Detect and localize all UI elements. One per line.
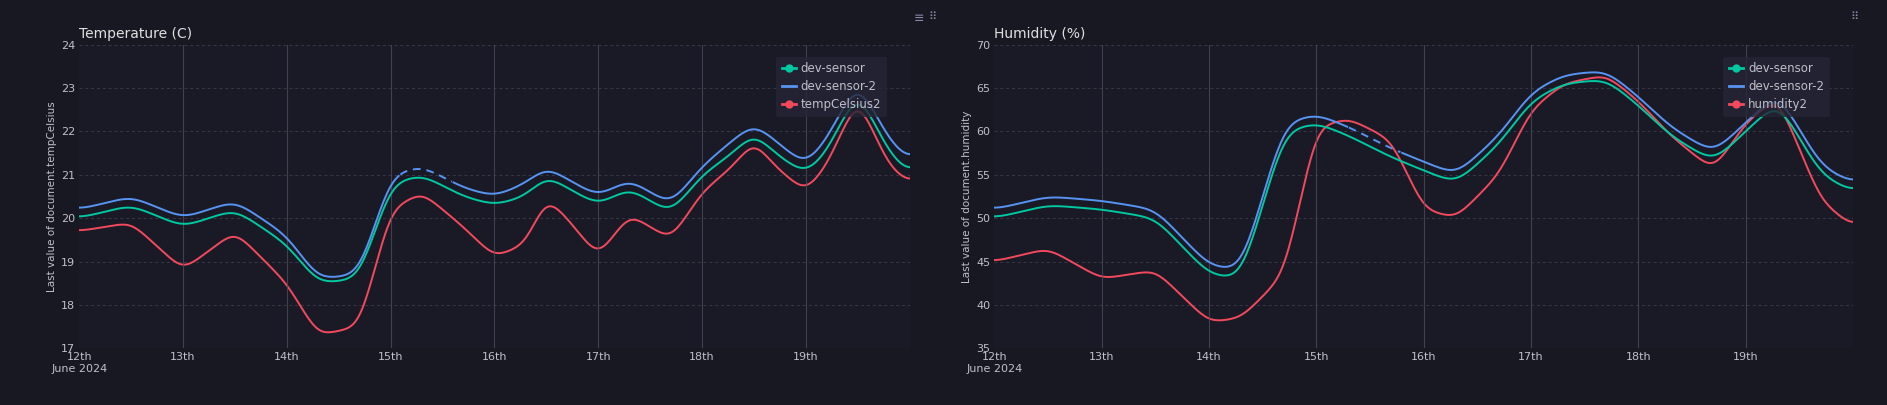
Text: ≡: ≡: [913, 12, 925, 25]
Legend: dev-sensor, dev-sensor-2, tempCelsius2: dev-sensor, dev-sensor-2, tempCelsius2: [776, 57, 887, 117]
Y-axis label: Last value of document.humidity: Last value of document.humidity: [962, 110, 972, 283]
Y-axis label: Last value of document.tempCelsius: Last value of document.tempCelsius: [47, 101, 57, 292]
Text: Humidity (%): Humidity (%): [994, 27, 1085, 40]
Text: Temperature (C): Temperature (C): [79, 27, 192, 40]
Text: ⠿: ⠿: [1851, 12, 1859, 22]
Text: ⠿: ⠿: [928, 12, 936, 22]
Legend: dev-sensor, dev-sensor-2, humidity2: dev-sensor, dev-sensor-2, humidity2: [1723, 57, 1830, 117]
